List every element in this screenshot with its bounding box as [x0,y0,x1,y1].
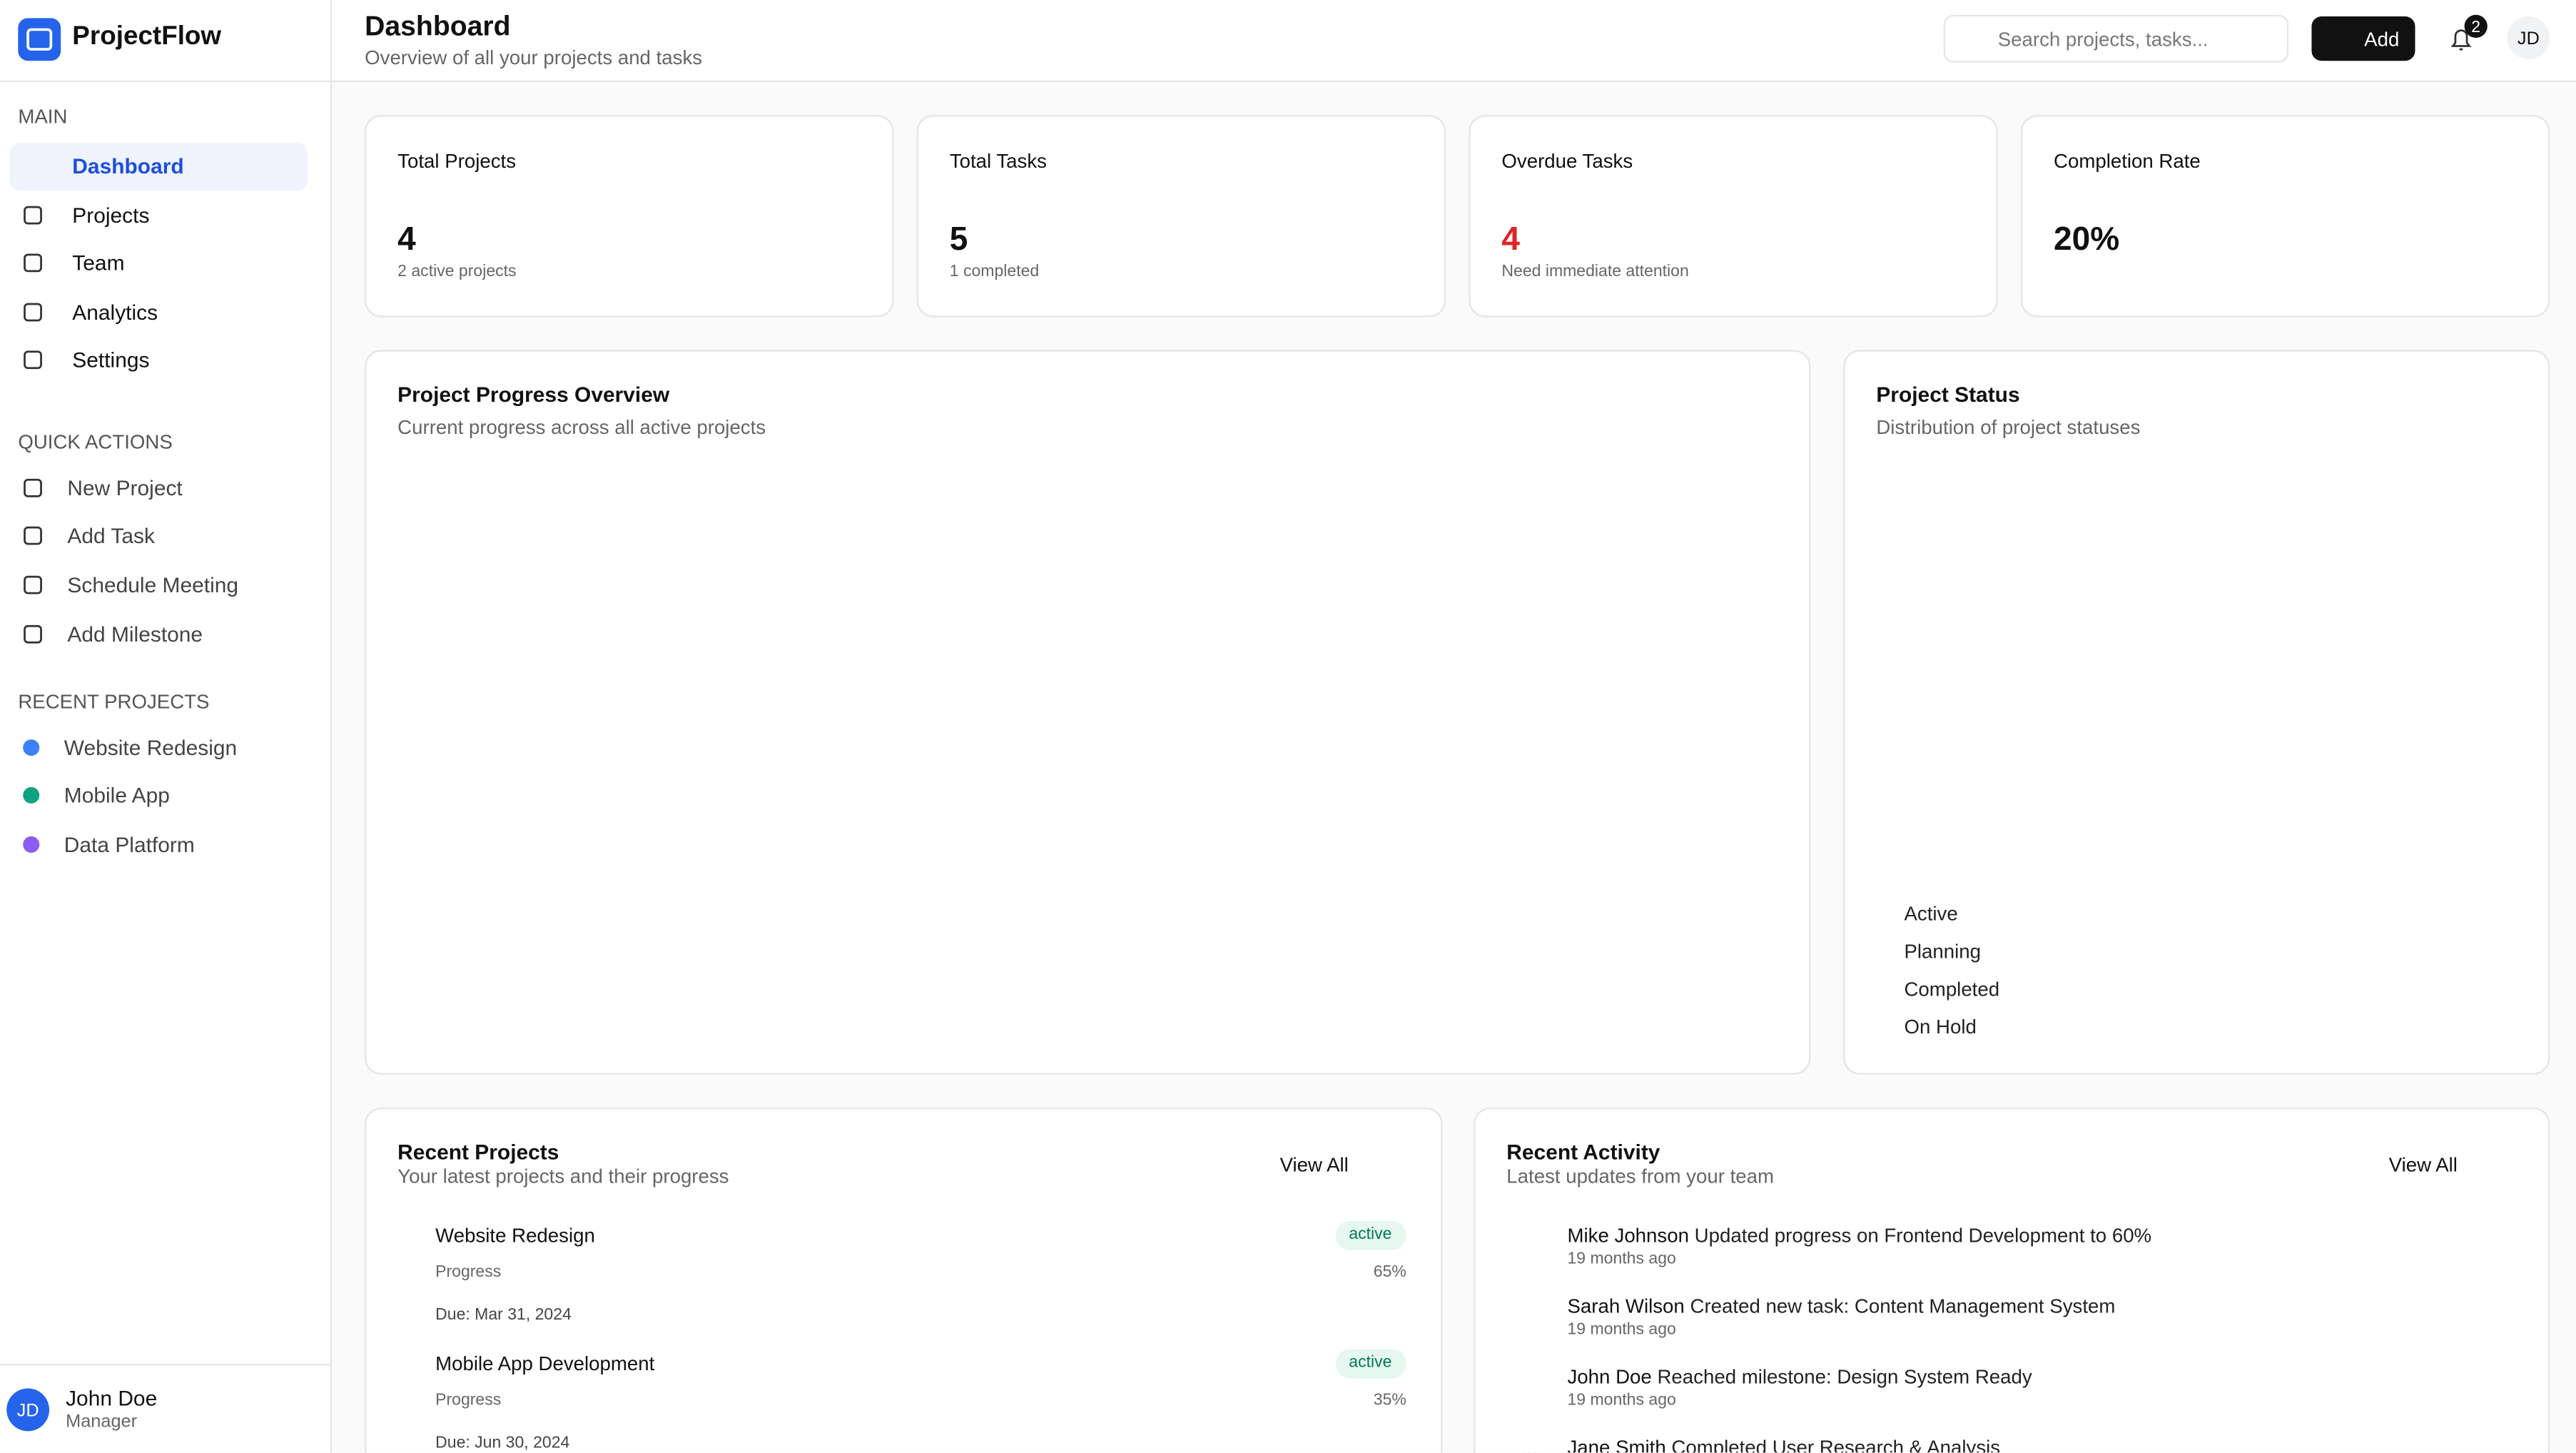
activity-time: 19 months ago [1567,1250,1676,1269]
card-subtitle: Your latest projects and their progress [397,1165,729,1188]
section-title: MAIN [18,105,68,128]
stat-card [2020,115,2550,318]
chart-title: Project Progress Overview [397,382,670,407]
stat-card [365,115,894,318]
stat-note: 2 active projects [397,263,517,281]
project-name: Website Redesign [435,1224,595,1247]
status-badge [1335,1220,1406,1251]
chart-subtitle: Current progress across all active proje… [397,415,766,439]
stat-value: 4 [1501,221,1521,258]
stat-title: Overdue Tasks [1501,149,1633,173]
page-title: Dashboard [365,10,511,42]
status-label: active [1349,1354,1392,1372]
section-title: RECENT PROJECTS [18,690,210,714]
progress-label: Progress [435,1263,502,1282]
activity-action: Reached milestone: Design System Ready [1657,1365,2032,1389]
activity-user: Jane Smith [1567,1436,1666,1453]
activity-action: Created new task: Content Management Sys… [1690,1295,2116,1318]
nav-item[interactable]: New Project [67,475,183,501]
nav-item[interactable]: Schedule Meeting [67,572,239,597]
nav-item[interactable]: Add Milestone [67,622,203,647]
view-all[interactable]: View All [2388,1153,2458,1177]
user-role: Manager [66,1412,138,1432]
nav-item[interactable]: Website Redesign [64,735,238,760]
add-label[interactable]: Add [2364,28,2400,51]
due-date: Due: Mar 31, 2024 [435,1306,572,1325]
activity-action: Completed User Research & Analysis [1671,1436,2001,1453]
activity-line: Mike Johnson Updated progress on Fronten… [1567,1226,2151,1246]
legend-label: Active [1904,902,1958,926]
status-badge [1335,1349,1406,1379]
progress-value: 65% [1373,1263,1406,1282]
stat-note: 1 completed [949,263,1040,281]
chart-card [1843,350,2550,1075]
search-box[interactable] [1943,14,2289,63]
chart-subtitle: Distribution of project statuses [1876,415,2141,439]
sidebar [0,0,333,1453]
project-name: Mobile App Development [435,1352,655,1376]
stat-title: Completion Rate [2054,149,2201,173]
search-placeholder: Search projects, tasks... [1997,28,2209,51]
nav-item[interactable]: Dashboard [72,153,184,178]
activity-line: Jane Smith Completed User Research & Ana… [1567,1438,2000,1453]
chart-card [365,350,1811,1075]
activity-time: 19 months ago [1567,1321,1676,1340]
nav-item[interactable]: Projects [72,203,150,228]
stat-note: Need immediate attention [1501,263,1689,281]
stat-value: 5 [949,221,968,258]
activity-action: Updated progress on Frontend Development… [1694,1224,2152,1247]
stat-title: Total Projects [397,149,517,173]
activity-user: Mike Johnson [1567,1224,1689,1247]
user-name: John Doe [66,1386,158,1411]
card-subtitle: Latest updates from your team [1506,1165,1775,1188]
chart-title: Project Status [1876,382,2020,407]
page-subtitle: Overview of all your projects and tasks [365,46,703,69]
stat-value: 4 [397,221,416,258]
progress-label: Progress [435,1392,502,1410]
nav-item[interactable]: Mobile App [64,783,170,808]
activity-time: 19 months ago [1567,1392,1676,1410]
nav-item[interactable]: Add Task [67,523,156,548]
card-title: Recent Projects [397,1139,559,1165]
nav-item[interactable]: Data Platform [64,832,195,857]
nav-item[interactable]: Team [72,250,125,275]
due-date: Due: Jun 30, 2024 [435,1434,570,1453]
stat-title: Total Tasks [949,149,1047,173]
app-name: ProjectFlow [72,23,222,51]
card-title: Recent Activity [1506,1139,1660,1165]
add-button[interactable] [2311,16,2415,61]
progress-value: 35% [1373,1392,1406,1410]
activity-user: John Doe [1567,1365,1652,1389]
projects-card [365,1107,1443,1453]
activity-line: John Doe Reached milestone: Design Syste… [1567,1367,2032,1387]
stat-card [1469,115,1998,318]
activity-line: Sarah Wilson Created new task: Content M… [1567,1297,2115,1317]
legend-label: On Hold [1904,1015,1977,1039]
section-title: QUICK ACTIONS [18,430,173,454]
status-label: active [1349,1225,1392,1244]
legend-label: Planning [1904,939,1982,963]
nav-item[interactable]: Analytics [72,300,158,325]
stat-value: 20% [2054,221,2120,258]
view-all[interactable]: View All [1279,1153,1349,1177]
activity-user: Sarah Wilson [1567,1295,1685,1318]
activity-card [1474,1107,2550,1453]
legend-label: Completed [1904,977,2000,1001]
nav-active [9,143,308,191]
nav-item[interactable]: Settings [72,347,150,373]
stat-card [916,115,1446,318]
